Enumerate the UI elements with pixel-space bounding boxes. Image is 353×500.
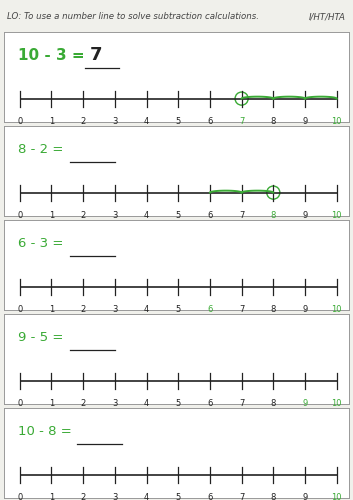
Text: 8: 8 — [271, 304, 276, 314]
Text: 1: 1 — [49, 116, 54, 126]
Text: 6: 6 — [207, 304, 213, 314]
Text: 0: 0 — [17, 210, 22, 220]
Text: 9: 9 — [303, 116, 307, 126]
Text: 2: 2 — [80, 304, 86, 314]
Text: 4: 4 — [144, 398, 149, 407]
Text: 2: 2 — [80, 398, 86, 407]
Text: 8: 8 — [271, 210, 276, 220]
Text: 0: 0 — [17, 492, 22, 500]
Text: 7: 7 — [239, 116, 244, 126]
Text: 10: 10 — [331, 304, 342, 314]
Text: 1: 1 — [49, 492, 54, 500]
Text: 8: 8 — [271, 492, 276, 500]
Text: 5: 5 — [175, 116, 181, 126]
Text: 0: 0 — [17, 304, 22, 314]
Text: 9: 9 — [303, 492, 307, 500]
Text: 9 - 5 =: 9 - 5 = — [18, 331, 68, 344]
Text: 3: 3 — [112, 492, 118, 500]
Text: 4: 4 — [144, 116, 149, 126]
Text: 1: 1 — [49, 398, 54, 407]
Text: 2: 2 — [80, 492, 86, 500]
Text: 5: 5 — [175, 398, 181, 407]
Text: 5: 5 — [175, 304, 181, 314]
Text: 6: 6 — [207, 210, 213, 220]
Text: 2: 2 — [80, 116, 86, 126]
Text: 9: 9 — [303, 304, 307, 314]
Text: 6 - 3 =: 6 - 3 = — [18, 237, 68, 250]
Text: I/HT/HTA: I/HT/HTA — [309, 12, 346, 21]
Text: 6: 6 — [207, 492, 213, 500]
Text: 7: 7 — [239, 492, 244, 500]
Text: 8 - 2 =: 8 - 2 = — [18, 143, 68, 156]
Text: 10: 10 — [331, 116, 342, 126]
Text: 9: 9 — [303, 210, 307, 220]
Text: 0: 0 — [17, 398, 22, 407]
Text: 3: 3 — [112, 304, 118, 314]
Text: 1: 1 — [49, 210, 54, 220]
Text: 7: 7 — [239, 398, 244, 407]
Text: 5: 5 — [175, 492, 181, 500]
Text: LO: To use a number line to solve subtraction calculations.: LO: To use a number line to solve subtra… — [7, 12, 259, 21]
Text: 7: 7 — [90, 46, 102, 64]
Text: 4: 4 — [144, 304, 149, 314]
Text: 3: 3 — [112, 116, 118, 126]
Text: 1: 1 — [49, 304, 54, 314]
Text: 10: 10 — [331, 210, 342, 220]
Text: 0: 0 — [17, 116, 22, 126]
Text: 4: 4 — [144, 492, 149, 500]
Text: 5: 5 — [175, 210, 181, 220]
Text: 8: 8 — [271, 116, 276, 126]
Text: 6: 6 — [207, 116, 213, 126]
Text: 10 - 3 =: 10 - 3 = — [18, 48, 90, 63]
Text: 9: 9 — [303, 398, 307, 407]
Text: 4: 4 — [144, 210, 149, 220]
Text: 3: 3 — [112, 398, 118, 407]
Text: 10: 10 — [331, 398, 342, 407]
Text: 6: 6 — [207, 398, 213, 407]
Text: 2: 2 — [80, 210, 86, 220]
Text: 7: 7 — [239, 304, 244, 314]
Text: 8: 8 — [271, 398, 276, 407]
Text: 3: 3 — [112, 210, 118, 220]
Text: 7: 7 — [239, 210, 244, 220]
Text: 10 - 8 =: 10 - 8 = — [18, 425, 76, 438]
Text: 10: 10 — [331, 492, 342, 500]
